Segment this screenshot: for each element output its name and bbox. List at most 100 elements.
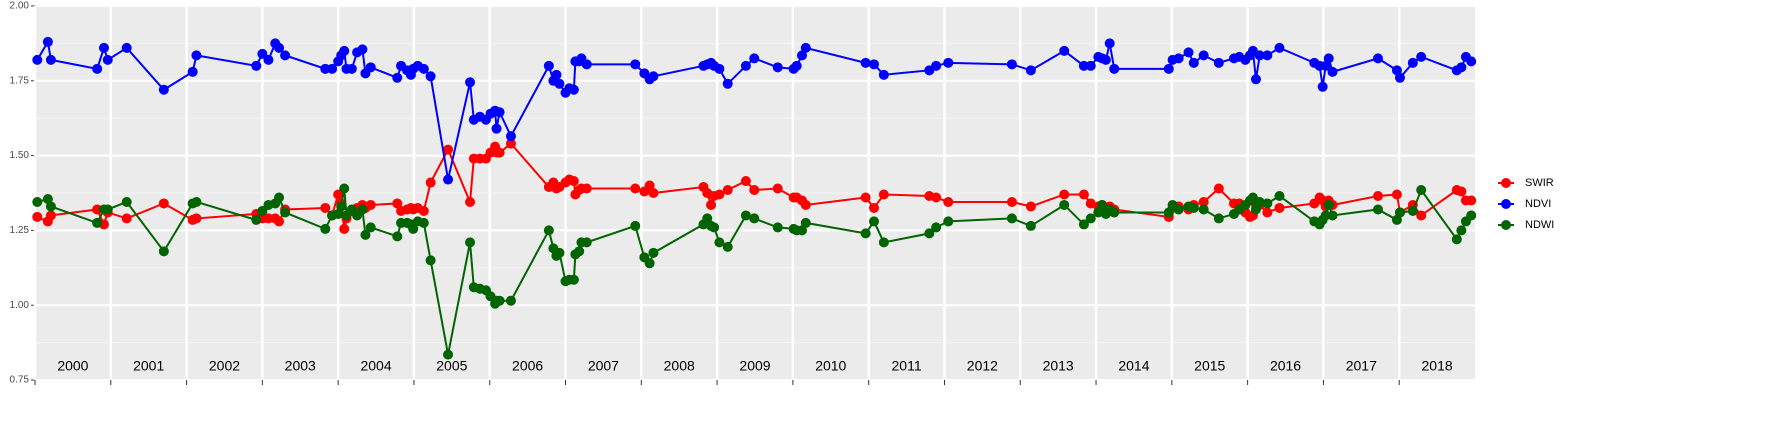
point [42, 36, 53, 47]
point [280, 207, 291, 218]
point [1006, 196, 1017, 207]
point [494, 295, 505, 306]
point [568, 176, 579, 187]
point [191, 50, 202, 61]
point [42, 193, 53, 204]
point [1456, 62, 1467, 73]
point [796, 50, 807, 61]
point [749, 185, 760, 196]
point [1262, 207, 1273, 218]
point [1093, 207, 1104, 218]
point [1109, 63, 1120, 74]
point [1254, 196, 1265, 207]
point [1059, 189, 1070, 200]
year-label: 2010 [815, 358, 846, 374]
year-label: 2005 [436, 358, 467, 374]
point [465, 196, 476, 207]
point [1262, 198, 1273, 209]
point [1188, 57, 1199, 68]
legend-swatch [1501, 178, 1511, 188]
point [574, 246, 585, 257]
point [392, 72, 403, 83]
point [357, 44, 368, 55]
point [1025, 65, 1036, 76]
point [630, 59, 641, 70]
point [98, 42, 109, 53]
point [749, 213, 760, 224]
point [263, 54, 274, 65]
point [418, 205, 429, 216]
point [1104, 38, 1115, 49]
point [1372, 53, 1383, 64]
point [931, 60, 942, 71]
point [1085, 213, 1096, 224]
point [158, 246, 169, 257]
point [32, 54, 43, 65]
point [505, 295, 516, 306]
y-tick-label: 1.00 [10, 300, 30, 311]
point [943, 196, 954, 207]
point [1213, 57, 1224, 68]
point [92, 63, 103, 74]
point [551, 69, 562, 80]
point [800, 199, 811, 210]
point [92, 217, 103, 228]
point [1323, 53, 1334, 64]
point [494, 147, 505, 158]
year-label: 2012 [967, 358, 998, 374]
point [581, 183, 592, 194]
point [772, 62, 783, 73]
point [860, 192, 871, 203]
point [554, 247, 565, 258]
y-tick-label: 1.75 [10, 75, 30, 86]
point [714, 63, 725, 74]
point [32, 211, 43, 222]
point [714, 189, 725, 200]
point [443, 144, 454, 155]
year-label: 2015 [1194, 358, 1225, 374]
point [1006, 59, 1017, 70]
point [191, 213, 202, 224]
point [543, 60, 554, 71]
point [392, 198, 403, 209]
point [772, 222, 783, 233]
point [868, 59, 879, 70]
point [418, 63, 429, 74]
point [1274, 202, 1285, 213]
year-label: 2007 [588, 358, 619, 374]
point [505, 131, 516, 142]
point [365, 62, 376, 73]
point [408, 223, 419, 234]
point [1274, 42, 1285, 53]
point [1059, 45, 1070, 56]
point [568, 84, 579, 95]
point [1173, 204, 1184, 215]
point [1254, 50, 1265, 61]
point [868, 202, 879, 213]
point [327, 63, 338, 74]
point [554, 78, 565, 89]
point [1327, 210, 1338, 221]
point [630, 183, 641, 194]
point [644, 258, 655, 269]
point [1456, 186, 1467, 197]
y-tick-label: 0.75 [10, 375, 30, 386]
point [1391, 65, 1402, 76]
point [1097, 199, 1108, 210]
point [443, 349, 454, 360]
point [336, 201, 347, 212]
point [791, 60, 802, 71]
point [796, 225, 807, 236]
point [1466, 210, 1477, 221]
point [32, 196, 43, 207]
legend-swatch [1501, 220, 1511, 230]
point [630, 220, 641, 231]
point [1078, 219, 1089, 230]
point [45, 201, 56, 212]
point [878, 189, 889, 200]
point [1466, 56, 1477, 67]
point [1407, 205, 1418, 216]
point [1323, 199, 1334, 210]
point [425, 71, 436, 82]
point [644, 180, 655, 191]
